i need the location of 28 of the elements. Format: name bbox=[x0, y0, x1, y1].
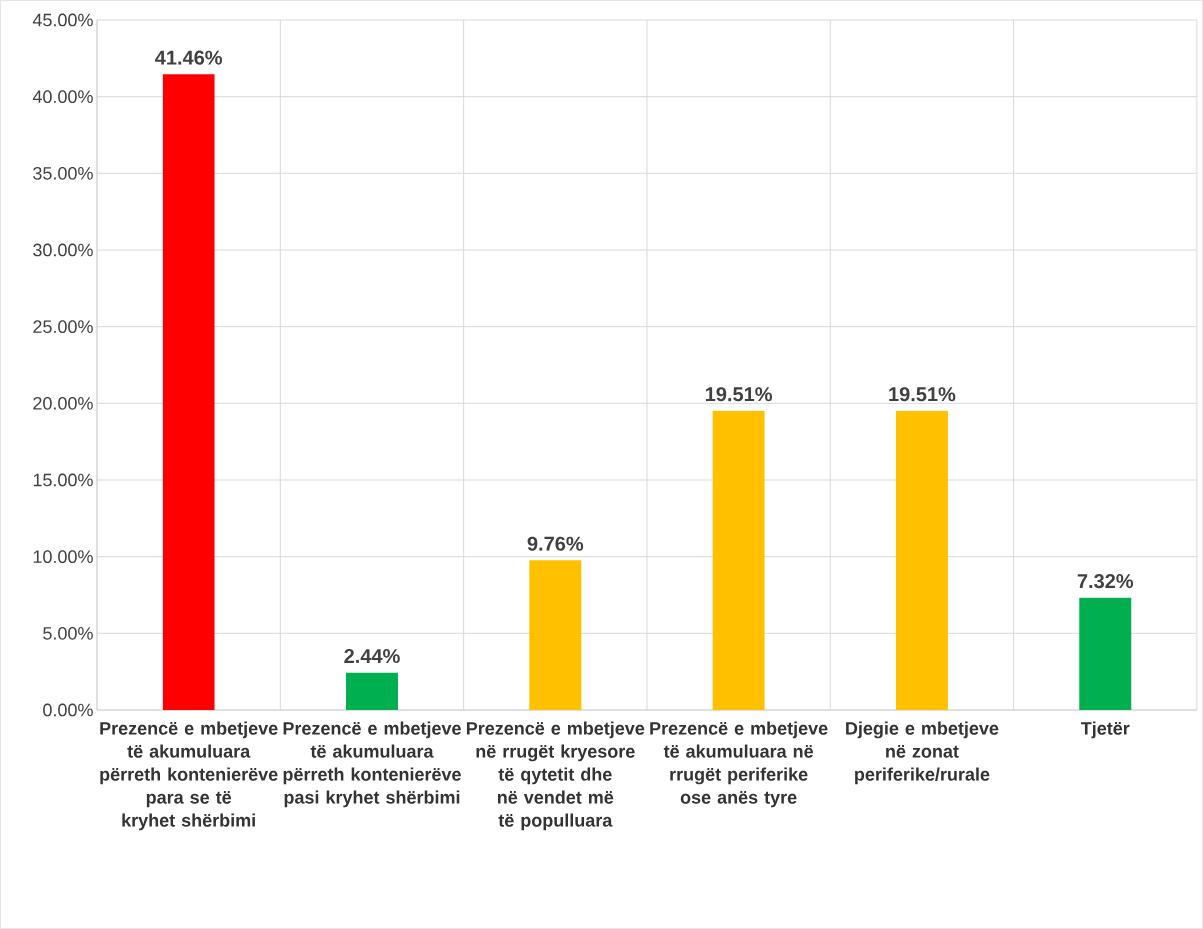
y-tick-label: 20.00% bbox=[33, 396, 93, 410]
x-tick-label: Djegie e mbetjeve në zonat periferike/rurale bbox=[846, 721, 999, 785]
y-tick-label: 10.00% bbox=[33, 550, 93, 564]
data-label: 7.32% bbox=[1077, 574, 1134, 589]
x-tick-label: Tjetër bbox=[1080, 721, 1130, 739]
x-tick-label: Prezencë e mbetjeve në rrugët kryesore të qytetit dhe në vendet më të populluara bbox=[466, 721, 645, 831]
data-label: 9.76% bbox=[527, 536, 584, 551]
bar bbox=[712, 410, 765, 710]
y-tick-label: 0.00% bbox=[43, 703, 93, 717]
bar bbox=[162, 74, 215, 710]
data-label: 19.51% bbox=[889, 387, 956, 402]
y-tick-label: 30.00% bbox=[33, 243, 93, 257]
y-tick-label: 45.00% bbox=[32, 13, 93, 27]
y-tick-label: 25.00% bbox=[33, 320, 93, 334]
bar bbox=[345, 672, 398, 710]
y-tick-label: 40.00% bbox=[32, 90, 93, 104]
x-tick-label: Prezencë e mbetjeve të akumuluara përreth kontenierëve para se të kryhet shërbimi bbox=[100, 721, 278, 831]
x-tick-label: Prezencë e mbetjeve të akumuluara përreth kontenierëve pasi kryhet shërbimi bbox=[283, 721, 461, 808]
y-tick-label: 15.00% bbox=[33, 473, 93, 487]
y-tick-label: 5.00% bbox=[43, 626, 93, 640]
x-tick-label: Prezencë e mbetjeve të akumuluara në rrugët periferike ose anës tyre bbox=[650, 721, 828, 808]
y-tick-label: 35.00% bbox=[33, 166, 93, 180]
bar bbox=[1079, 597, 1132, 710]
bar bbox=[529, 560, 582, 710]
bar bbox=[895, 410, 948, 710]
data-label: 19.51% bbox=[705, 387, 772, 402]
data-label: 41.46% bbox=[155, 50, 223, 65]
data-label: 2.44% bbox=[344, 648, 400, 664]
